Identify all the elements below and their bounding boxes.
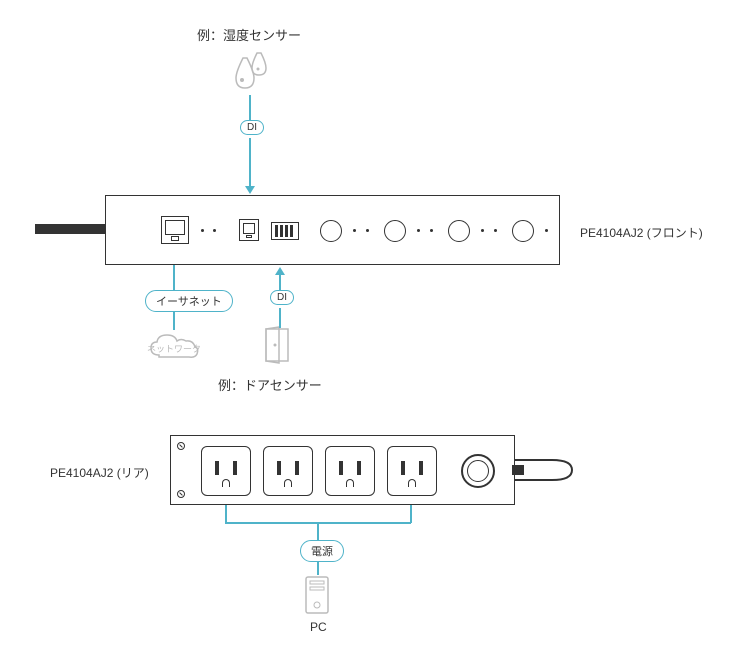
- humidity-icon: [230, 50, 270, 95]
- led-dot: [366, 229, 369, 232]
- front-model-label: PE4104AJ2 (フロント): [580, 224, 703, 241]
- outlet: [387, 446, 437, 496]
- cable: [35, 224, 105, 234]
- connector-line: [249, 138, 251, 186]
- ethernet-pill: イーサネット: [145, 290, 233, 312]
- rear-device: [170, 435, 515, 505]
- connector-line: [279, 275, 281, 290]
- round-button: [384, 220, 406, 242]
- ethernet-port: [161, 216, 189, 244]
- outlet: [325, 446, 375, 496]
- power-pill: 電源: [300, 540, 344, 562]
- connector-line: [317, 522, 319, 540]
- led-dot: [213, 229, 216, 232]
- led-dot: [481, 229, 484, 232]
- connector-line: [317, 560, 319, 575]
- connector-line: [173, 310, 175, 330]
- connector-line: [173, 265, 175, 290]
- round-button: [448, 220, 470, 242]
- arrow-head: [275, 267, 285, 275]
- door-icon: [262, 325, 294, 365]
- led-dot: [545, 229, 548, 232]
- screw: [177, 490, 185, 498]
- pc-label: PC: [310, 620, 327, 634]
- screw: [177, 442, 185, 450]
- di-pill-1: DI: [240, 120, 264, 135]
- led-dot: [201, 229, 204, 232]
- led-dot: [430, 229, 433, 232]
- network-cloud-icon: ネットワーク: [145, 330, 203, 367]
- outlet: [201, 446, 251, 496]
- pc-icon: [302, 575, 332, 617]
- di-pill-2: DI: [270, 290, 294, 305]
- cable-handle: [512, 435, 592, 505]
- led-dot: [494, 229, 497, 232]
- rear-model-label: PE4104AJ2 (リア): [50, 464, 149, 481]
- rj11-port: [239, 219, 259, 241]
- round-button: [320, 220, 342, 242]
- breaker-button: [461, 454, 495, 488]
- led-dot: [353, 229, 356, 232]
- connector-line: [279, 308, 281, 328]
- outlet: [263, 446, 313, 496]
- humidity-sensor-label: 例：湿度センサー: [197, 25, 301, 44]
- door-sensor-label: 例：ドアセンサー: [218, 375, 322, 394]
- front-device: [105, 195, 560, 265]
- dip-switch: [271, 222, 299, 240]
- connector-line: [410, 505, 412, 523]
- arrow-head: [245, 186, 255, 194]
- network-label: ネットワーク: [145, 342, 203, 355]
- connector-line: [225, 505, 227, 523]
- connector-line: [249, 95, 251, 120]
- led-dot: [417, 229, 420, 232]
- round-button: [512, 220, 534, 242]
